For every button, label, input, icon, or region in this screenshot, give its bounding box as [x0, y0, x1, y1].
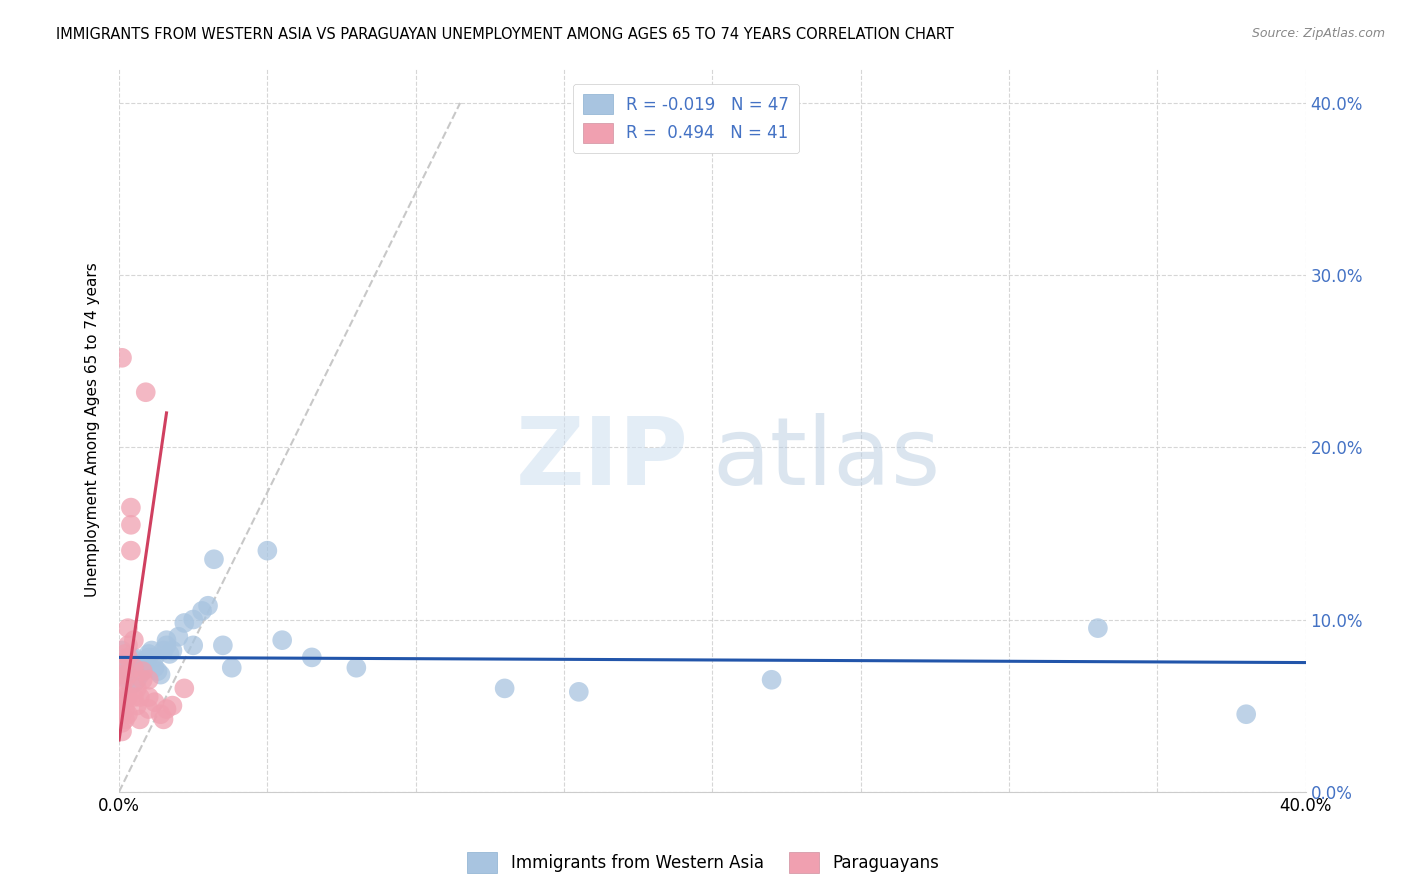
Point: [221, 661, 243, 675]
Point: [135, 656, 157, 670]
Point: [117, 661, 139, 675]
Point: [132, 656, 155, 670]
Point: [122, 667, 145, 681]
Point: [111, 667, 134, 681]
Point: [152, 643, 174, 657]
Point: [155, 633, 177, 648]
Point: [146, 664, 169, 678]
Point: [132, 664, 155, 678]
Point: [117, 707, 139, 722]
Point: [301, 650, 323, 665]
Point: [120, 543, 142, 558]
Point: [111, 707, 134, 722]
Point: [111, 681, 134, 696]
Point: [191, 604, 214, 618]
Point: [173, 615, 195, 630]
Point: [761, 673, 783, 687]
Point: [111, 715, 134, 730]
Point: [344, 661, 367, 675]
Point: [181, 613, 204, 627]
Point: [1087, 621, 1109, 635]
Text: Source: ZipAtlas.com: Source: ZipAtlas.com: [1251, 27, 1385, 40]
Y-axis label: Unemployment Among Ages 65 to 74 years: Unemployment Among Ages 65 to 74 years: [86, 263, 100, 598]
Point: [125, 661, 148, 675]
Point: [138, 702, 160, 716]
Legend: Immigrants from Western Asia, Paraguayans: Immigrants from Western Asia, Paraguayan…: [461, 846, 945, 880]
Point: [256, 543, 278, 558]
Point: [125, 673, 148, 687]
Point: [117, 621, 139, 635]
Point: [114, 656, 136, 670]
Point: [114, 656, 136, 670]
Point: [162, 698, 184, 713]
Point: [181, 638, 204, 652]
Point: [132, 673, 155, 687]
Point: [212, 638, 235, 652]
Point: [271, 633, 294, 648]
Point: [159, 647, 181, 661]
Point: [114, 712, 136, 726]
Point: [138, 650, 160, 665]
Point: [114, 690, 136, 704]
Point: [149, 707, 172, 722]
Point: [114, 647, 136, 661]
Point: [138, 647, 160, 661]
Point: [149, 667, 172, 681]
Point: [114, 673, 136, 687]
Point: [117, 690, 139, 704]
Text: IMMIGRANTS FROM WESTERN ASIA VS PARAGUAYAN UNEMPLOYMENT AMONG AGES 65 TO 74 YEAR: IMMIGRANTS FROM WESTERN ASIA VS PARAGUAY…: [56, 27, 955, 42]
Point: [120, 500, 142, 515]
Point: [122, 633, 145, 648]
Point: [155, 638, 177, 652]
Point: [155, 702, 177, 716]
Point: [111, 724, 134, 739]
Point: [143, 695, 166, 709]
Point: [173, 681, 195, 696]
Point: [128, 667, 150, 681]
Point: [128, 690, 150, 704]
Point: [167, 630, 190, 644]
Point: [138, 673, 160, 687]
Point: [122, 690, 145, 704]
Point: [117, 667, 139, 681]
Point: [152, 712, 174, 726]
Point: [111, 643, 134, 657]
Point: [135, 385, 157, 400]
Point: [111, 351, 134, 365]
Point: [111, 695, 134, 709]
Point: [1234, 707, 1257, 722]
Text: atlas: atlas: [713, 413, 941, 505]
Point: [122, 676, 145, 690]
Point: [122, 650, 145, 665]
Point: [114, 702, 136, 716]
Point: [141, 643, 163, 657]
Point: [120, 517, 142, 532]
Legend: R = -0.019   N = 47, R =  0.494   N = 41: R = -0.019 N = 47, R = 0.494 N = 41: [572, 84, 799, 153]
Point: [494, 681, 516, 696]
Point: [568, 685, 591, 699]
Point: [138, 690, 160, 704]
Point: [117, 673, 139, 687]
Point: [117, 638, 139, 652]
Text: ZIP: ZIP: [516, 413, 689, 505]
Point: [162, 643, 184, 657]
Point: [197, 599, 219, 613]
Point: [122, 661, 145, 675]
Point: [120, 650, 142, 665]
Point: [202, 552, 225, 566]
Point: [128, 712, 150, 726]
Point: [143, 661, 166, 675]
Point: [125, 681, 148, 696]
Point: [120, 664, 142, 678]
Point: [132, 664, 155, 678]
Point: [117, 650, 139, 665]
Point: [114, 667, 136, 681]
Point: [128, 664, 150, 678]
Point: [125, 698, 148, 713]
Point: [143, 650, 166, 665]
